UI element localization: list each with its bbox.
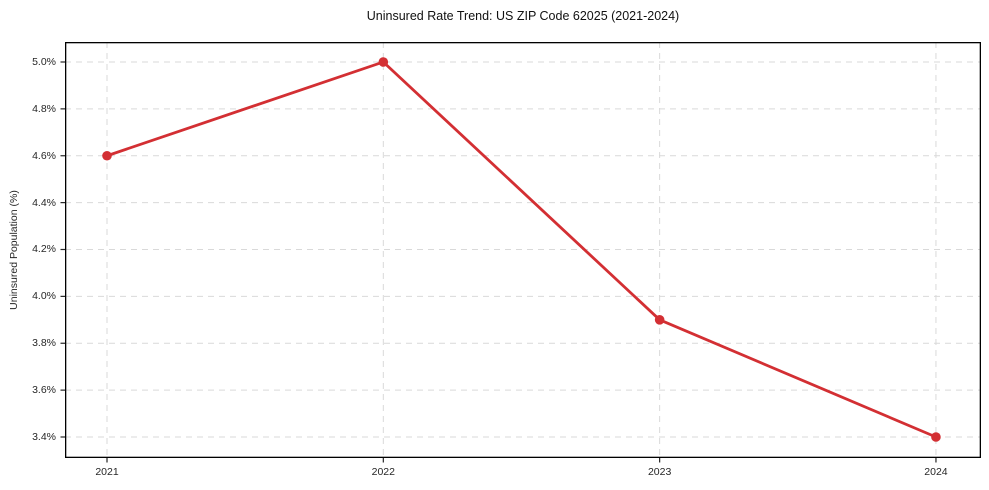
chart-title: Uninsured Rate Trend: US ZIP Code 62025 … xyxy=(366,9,680,23)
x-tick-label: 2022 xyxy=(371,466,395,478)
data-line xyxy=(105,60,938,439)
x-tick-label: 2023 xyxy=(647,466,672,478)
x-tick-label: 2024 xyxy=(924,466,948,478)
y-tick-label: 4.2% xyxy=(32,243,56,256)
axes-frame xyxy=(64,41,982,459)
y-tick-label: 4.8% xyxy=(32,102,56,115)
data-point xyxy=(378,57,389,67)
y-tick-label: 4.4% xyxy=(32,196,56,209)
plot-area xyxy=(60,41,982,463)
y-tick-label: 3.8% xyxy=(32,337,56,350)
data-point xyxy=(931,432,941,442)
y-tick-label: 5.0% xyxy=(32,55,56,68)
y-tick-label: 3.4% xyxy=(32,430,56,443)
x-tick-label: 2021 xyxy=(95,466,119,478)
data-point xyxy=(102,150,112,161)
y-tick-label: 3.6% xyxy=(32,384,56,397)
y-tick-label: 4.6% xyxy=(32,149,56,162)
data-point xyxy=(654,315,665,325)
y-tick-label: 4.0% xyxy=(32,290,56,303)
